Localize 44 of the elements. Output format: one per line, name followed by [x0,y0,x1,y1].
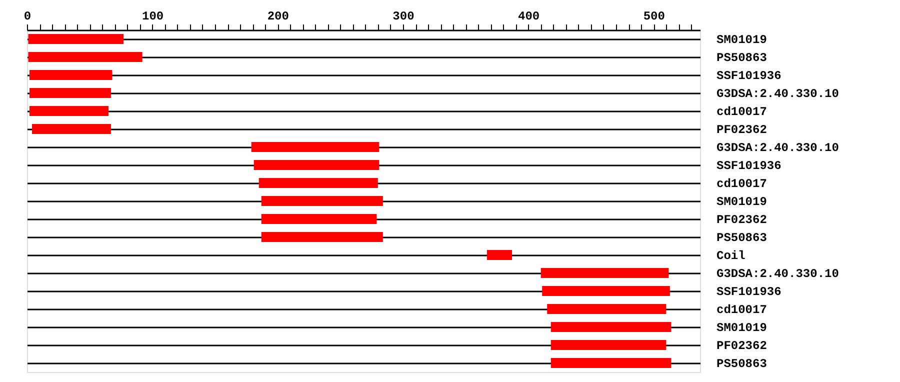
y-tick-label: PF02362 [716,339,767,353]
x-tick-label: 300 [392,10,414,24]
y-tick-label: PS50863 [716,231,767,245]
x-tick-label: 100 [142,10,164,24]
x-tick-label: 0 [24,10,32,24]
y-tick-label: SSF101936 [716,159,782,173]
y-tick-label: SSF101936 [716,285,782,299]
x-tick-label: 200 [267,10,289,24]
y-tick-label: PS50863 [716,51,767,65]
bar [28,52,142,62]
bar [261,196,383,206]
bar [542,286,670,296]
y-tick-label: cd10017 [716,177,767,191]
bar [254,160,380,170]
bar [28,34,124,44]
y-tick-label: Coil [716,249,746,263]
y-tick-label: cd10017 [716,105,767,119]
bar [550,358,672,368]
bar [251,142,380,152]
x-tick-label: 500 [643,10,665,24]
bar [30,106,108,116]
bar [540,268,669,278]
y-tick-label: G3DSA:2.40.330.10 [716,141,839,155]
bar [547,304,666,314]
y-tick-label: G3DSA:2.40.330.10 [716,87,839,101]
bar [32,124,111,134]
y-tick-label: SM01019 [716,195,767,209]
bar [258,178,378,188]
y-tick-label: SSF101936 [716,69,782,83]
y-tick-label: SM01019 [716,33,767,47]
y-tick-label: G3DSA:2.40.330.10 [716,267,839,281]
bar [30,88,111,98]
bar [486,250,512,260]
x-tick-label: 400 [518,10,540,24]
y-tick-label: SM01019 [716,321,767,335]
bar [261,232,383,242]
bar [550,322,672,332]
bar [550,340,666,350]
y-tick-label: cd10017 [716,303,767,317]
y-tick-label: PF02362 [716,213,767,227]
y-tick-label: PF02362 [716,123,767,137]
y-tick-label: PS50863 [716,357,767,371]
bar [261,214,377,224]
bar [30,70,112,80]
